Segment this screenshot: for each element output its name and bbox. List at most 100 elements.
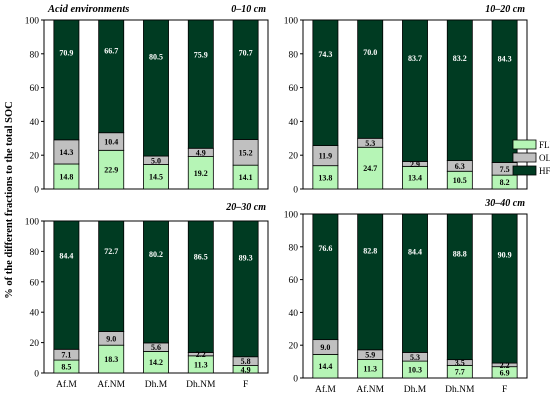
legend-swatch-flf: [512, 139, 537, 150]
data-label-hf: 88.8: [453, 249, 467, 258]
y-tick-label: 80: [30, 50, 40, 60]
legend-label-hf: HF: [539, 166, 550, 176]
data-label-hf: 70.0: [363, 48, 377, 57]
data-label-hf: 89.3: [239, 254, 253, 263]
y-tick-label: 80: [289, 50, 299, 60]
bar-segment-hf: [357, 19, 384, 139]
data-label-olf: 2.2: [196, 350, 206, 359]
data-label-olf: 6.3: [455, 162, 465, 171]
bar-segment-olf: [232, 139, 259, 166]
bar-segment-hf: [232, 19, 259, 140]
data-label-flf: 14.5: [149, 173, 163, 182]
data-label-olf: 5.9: [365, 351, 375, 360]
legend-swatch-hf: [512, 165, 537, 176]
y-tick-label: 60: [289, 276, 299, 286]
chart-panel-30-40cm: 0 20 40 60 80 100 14.4 9.0 76.6 Af.M 11.3 5.9 82.8 Af…: [284, 198, 528, 395]
bar-segment-hf: [312, 19, 339, 146]
y-axis-title-text: % of the different fractions to the tota…: [4, 101, 15, 299]
x-tick-label: F: [243, 380, 248, 390]
y-tick-label: 40: [30, 309, 40, 319]
bar-segment-hf: [187, 19, 214, 149]
bar-segment-hf: [53, 220, 80, 350]
y-tick-label: 100: [25, 17, 40, 27]
y-tick-label: 20: [30, 339, 40, 349]
data-label-hf: 70.7: [239, 48, 253, 57]
x-tick-label: Af.M: [315, 384, 336, 395]
data-label-olf: 10.4: [104, 138, 118, 147]
data-label-hf: 70.9: [59, 48, 73, 57]
data-label-flf: 18.3: [104, 355, 118, 364]
data-label-flf: 22.9: [104, 166, 118, 175]
data-label-flf: 6.9: [500, 368, 510, 377]
y-tick-label: 80: [289, 243, 299, 253]
data-label-olf: 11.9: [319, 152, 333, 161]
y-tick-label: 0: [293, 186, 298, 196]
data-label-olf: 5.8: [241, 357, 251, 366]
panel-title: Acid environments: [47, 4, 129, 15]
y-tick-label: 0: [293, 375, 298, 385]
data-label-olf: 3.5: [455, 359, 465, 368]
y-tick-label: 0: [34, 370, 39, 380]
data-label-hf: 86.5: [194, 252, 208, 261]
bar-segment-hf: [143, 220, 169, 344]
data-label-hf: 83.2: [453, 54, 467, 63]
panel-depth-label: 0–10 cm: [231, 4, 266, 15]
data-label-hf: 74.3: [318, 50, 332, 59]
bar-segment-hf: [143, 19, 169, 157]
bar-segment-hf: [446, 19, 473, 162]
y-tick-label: 100: [284, 211, 299, 221]
y-tick-label: 40: [289, 309, 299, 319]
data-label-flf: 8.5: [61, 363, 71, 372]
data-label-hf: 66.7: [104, 46, 118, 55]
data-label-flf: 14.8: [59, 172, 73, 181]
y-tick-label: 40: [289, 118, 299, 128]
data-label-flf: 14.4: [318, 362, 332, 371]
legend-label-flf: FLF: [539, 140, 550, 150]
data-label-olf: 5.6: [151, 343, 161, 352]
bar-segment-hf: [402, 19, 428, 162]
y-tick-label: 60: [30, 84, 40, 94]
data-label-olf: 14.3: [59, 148, 73, 157]
data-label-hf: 83.7: [408, 54, 422, 63]
data-label-hf: 80.2: [149, 250, 163, 259]
chart-panel-10-20cm: 0 20 40 60 80 100 13.8 11.9 74.3 24.7 5.3 70.0 13.4 2…: [284, 4, 550, 196]
x-tick-label: Dh.M: [404, 385, 427, 395]
data-label-olf: 9.0: [106, 334, 116, 343]
data-label-hf: 84.3: [498, 54, 512, 63]
data-label-olf: 7.1: [61, 351, 71, 360]
panel-depth-label: 30–40 cm: [484, 198, 525, 209]
bar-segment-hf: [491, 213, 518, 364]
data-label-hf: 80.5: [149, 53, 163, 62]
data-label-olf: 2.9: [410, 160, 420, 169]
y-tick-label: 20: [30, 152, 40, 162]
x-tick-label: Dh.M: [145, 380, 168, 390]
data-label-hf: 75.9: [194, 51, 208, 60]
data-label-flf: 4.9: [241, 365, 251, 374]
y-tick-label: 80: [30, 248, 40, 258]
bar-segment-hf: [98, 19, 125, 134]
data-label-hf: 72.7: [104, 247, 118, 256]
data-label-flf: 14.2: [149, 358, 163, 367]
bar-segment-flf: [143, 164, 169, 190]
bar-segment-hf: [491, 19, 518, 163]
x-tick-label: Dh.NM: [186, 380, 216, 390]
data-label-olf: 7.5: [500, 165, 510, 174]
bar-segment-hf: [98, 220, 125, 332]
x-tick-label: Af.NM: [356, 384, 384, 395]
data-label-flf: 14.1: [239, 173, 253, 182]
data-label-hf: 84.4: [408, 247, 422, 256]
bar-segment-flf: [53, 163, 80, 190]
y-tick-label: 20: [289, 152, 299, 162]
bar-segment-flf: [98, 344, 125, 374]
bar-segment-hf: [312, 213, 339, 341]
chart-panel-0-10cm: 0 20 40 60 80 100 14.8 14.3 70.9 22.9 10.4 66.7 14.5…: [25, 4, 269, 196]
legend: FLF OLF HF: [512, 139, 550, 176]
legend-swatch-olf: [512, 152, 537, 163]
legend-label-olf: OLF: [539, 153, 550, 163]
y-tick-label: 100: [284, 17, 299, 27]
y-axis-title: % of the different fractions to the tota…: [4, 101, 15, 299]
data-label-flf: 13.4: [408, 174, 422, 183]
data-label-hf: 82.8: [363, 247, 377, 256]
data-label-olf: 4.9: [196, 148, 206, 157]
data-label-flf: 13.8: [318, 173, 332, 182]
